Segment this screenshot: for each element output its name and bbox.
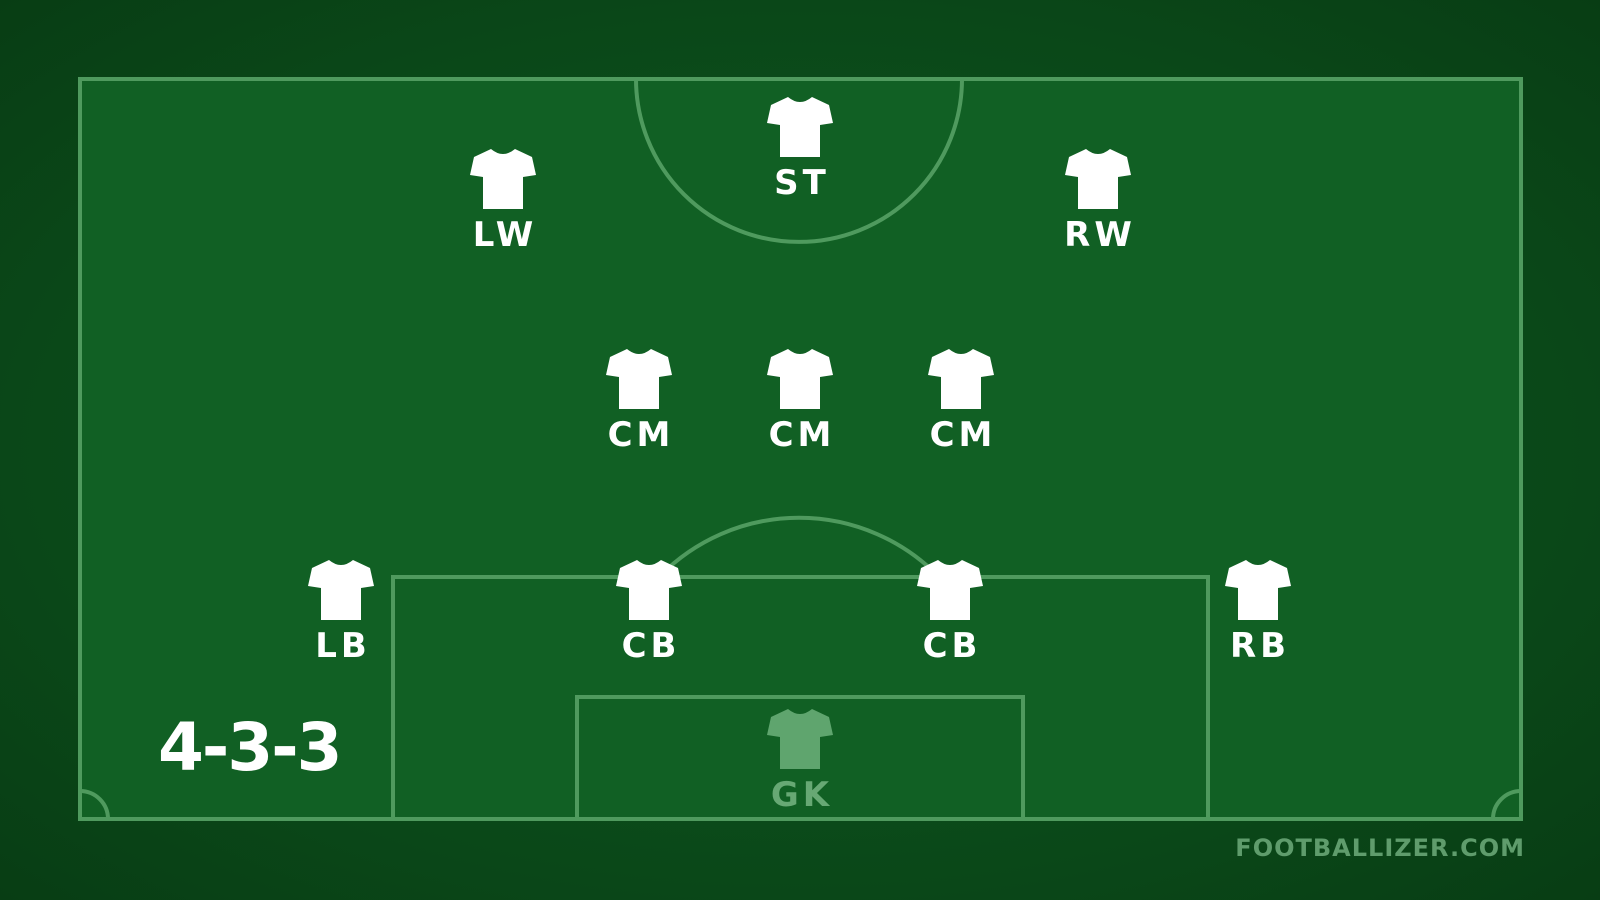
- player-rw[interactable]: RW: [1028, 147, 1168, 255]
- position-label: CM: [768, 415, 836, 455]
- player-cm-center[interactable]: CM: [730, 347, 870, 455]
- position-label: CB: [621, 626, 681, 666]
- player-lb[interactable]: LB: [271, 558, 411, 666]
- position-label: CM: [929, 415, 997, 455]
- position-label: ST: [774, 163, 830, 203]
- position-label: LB: [315, 626, 371, 666]
- player-st[interactable]: ST: [730, 95, 870, 203]
- penalty-arc: [658, 515, 940, 578]
- shirt-icon: [767, 97, 833, 157]
- player-gk[interactable]: GK: [730, 707, 870, 815]
- watermark[interactable]: FOOTBALLIZER.COM: [1235, 834, 1525, 862]
- player-rb[interactable]: RB: [1188, 558, 1328, 666]
- goalkeeper-shirt-icon: [767, 709, 833, 769]
- shirt-icon: [308, 560, 374, 620]
- shirt-icon: [767, 349, 833, 409]
- player-cm-left[interactable]: CM: [569, 347, 709, 455]
- shirt-icon: [606, 349, 672, 409]
- shirt-icon: [928, 349, 994, 409]
- formation-label: 4-3-3: [158, 709, 343, 786]
- position-label: RB: [1229, 626, 1291, 666]
- position-label: RW: [1064, 215, 1136, 255]
- player-cb-left[interactable]: CB: [579, 558, 719, 666]
- player-cm-right[interactable]: CM: [891, 347, 1031, 455]
- player-lw[interactable]: LW: [433, 147, 573, 255]
- position-label: CB: [922, 626, 982, 666]
- corner-arc-right: [1491, 789, 1522, 820]
- shirt-icon: [917, 560, 983, 620]
- position-label: LW: [472, 215, 538, 255]
- shirt-icon: [616, 560, 682, 620]
- goal-area: [575, 695, 1025, 821]
- position-label: CM: [607, 415, 675, 455]
- center-circle-arc: [634, 78, 964, 244]
- shirt-icon: [470, 149, 536, 209]
- shirt-icon: [1065, 149, 1131, 209]
- player-cb-right[interactable]: CB: [880, 558, 1020, 666]
- corner-arc-left: [79, 789, 110, 820]
- position-label: GK: [770, 775, 834, 815]
- shirt-icon: [1225, 560, 1291, 620]
